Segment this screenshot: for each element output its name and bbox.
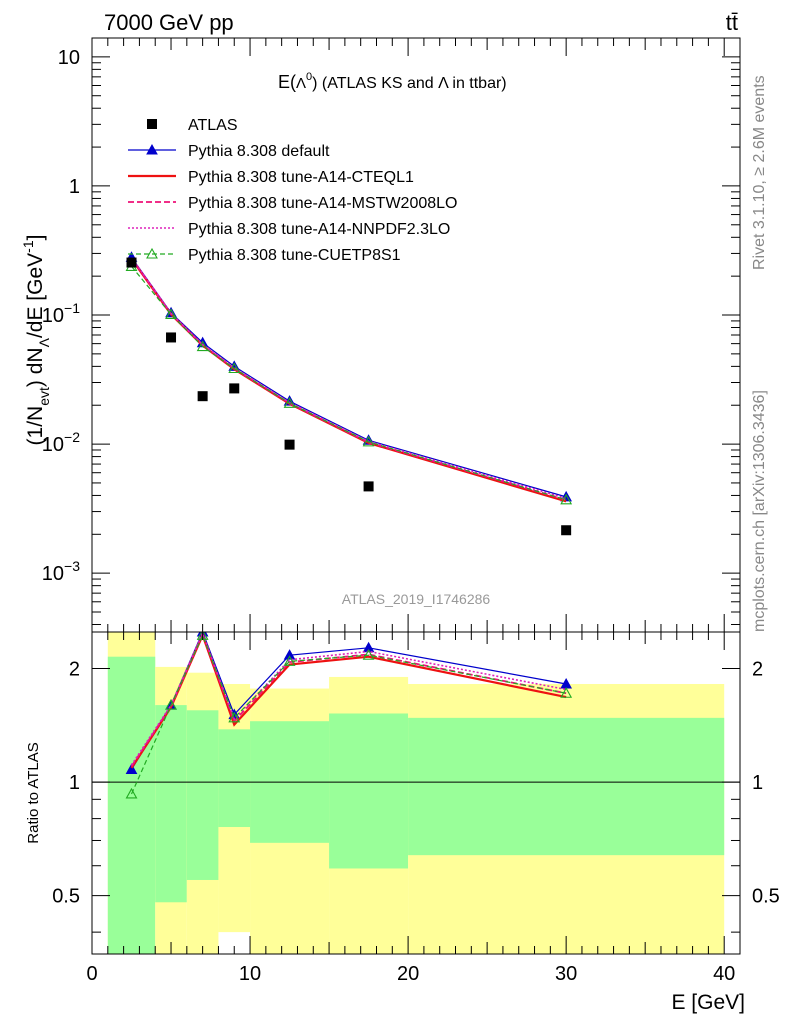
ylabel-part-a-sub: evt xyxy=(36,387,52,406)
legend-marker-cuetp xyxy=(146,247,158,259)
title-part-lambda: Λ xyxy=(296,75,306,92)
x-tick-label-0: 0 xyxy=(86,963,97,985)
main-y-tick-label-0: 10−3 xyxy=(42,558,80,585)
mcplots-label: mcplots.cern.ch [arXiv:1306.3436] xyxy=(751,390,768,632)
legend-label-0: ATLAS xyxy=(188,117,238,134)
ratio-point-cuetp-4 xyxy=(283,655,296,666)
legend: ATLAS Pythia 8.308 default Pythia 8.308 tu… xyxy=(128,117,457,264)
main-plot-title: E(Λ0) (ATLAS KS and Λ in ttbar) xyxy=(278,71,507,92)
x-tick-label-2: 20 xyxy=(397,963,419,985)
ylabel-part-c: /dE [GeV xyxy=(24,253,47,338)
ratio-point-cuetp-1 xyxy=(165,698,177,710)
main-y-axis-label: (1/Nevt) dNΛ/dE [GeV-1] xyxy=(20,235,52,446)
atlas-data-point-3 xyxy=(229,383,240,394)
x-axis-label: E [GeV] xyxy=(671,991,745,1014)
ylabel-part-c-sup: -1 xyxy=(20,240,36,253)
analysis-watermark: ATLAS_2019_I1746286 xyxy=(342,591,491,607)
ratio-line-nnpdf xyxy=(130,632,567,766)
ratio-inner-band-3 xyxy=(218,729,251,828)
ratio-inner-band-2 xyxy=(186,710,219,880)
title-part-rest: ) (ATLAS KS and Λ in ttbar) xyxy=(312,75,506,92)
ratio-inner-band-1 xyxy=(155,705,187,903)
ratio-line-cteql1 xyxy=(130,632,567,769)
main-y-tick-label-base: 10 xyxy=(42,434,64,456)
ratio-point-cuetp-3 xyxy=(228,711,241,723)
legend-label-1: Pythia 8.308 default xyxy=(188,143,330,160)
legend-label-2: Pythia 8.308 tune-A14-CTEQL1 xyxy=(188,169,414,186)
ratio-y-tick-label-left-2: 2 xyxy=(69,659,80,681)
atlas-data-point-5 xyxy=(363,481,374,492)
main-point-cuetp-2 xyxy=(196,340,209,352)
ratio-point-cuetp-0 xyxy=(125,787,138,799)
ratio-axis-ticks: 0.5 0.51 12 20 10 20 30 40 xyxy=(52,632,780,985)
main-y-tick-label-exp: −1 xyxy=(64,300,80,316)
main-y-tick-label-exp: −2 xyxy=(64,429,80,445)
header-energy-label: 7000 GeV pp xyxy=(104,10,234,35)
legend-label-5: Pythia 8.308 tune-CUETP8S1 xyxy=(188,247,401,264)
main-line-nnpdf xyxy=(130,257,567,500)
ratio-y-tick-label-left-1: 1 xyxy=(69,772,80,794)
main-y-tick-label-2: 10−1 xyxy=(42,300,80,327)
main-point-cuetp-6 xyxy=(560,493,573,505)
ratio-y-axis-label: Ratio to ATLAS xyxy=(25,742,42,843)
ylabel-part-a: (1/N xyxy=(24,406,47,446)
legend-label-4: Pythia 8.308 tune-A14-NNPDF2.3LO xyxy=(188,221,450,238)
ylabel-part-d: ] xyxy=(24,235,47,241)
main-line-cteql1 xyxy=(130,258,567,503)
ratio-plot: 0.5 0.51 12 20 10 20 30 40 Ratio to ATLAS E [Ge… xyxy=(25,631,780,1014)
main-point-cuetp-1 xyxy=(165,308,177,319)
ratio-inner-band-0 xyxy=(107,656,156,954)
atlas-data-point-2 xyxy=(197,391,208,402)
ylabel-part-b-sub: Λ xyxy=(36,337,52,347)
main-point-cuetp-3 xyxy=(228,362,241,374)
ratio-point-cuetp-6 xyxy=(560,687,573,698)
ratio-uncertainty-bands xyxy=(107,632,725,954)
ratio-y-tick-label-right-1: 1 xyxy=(752,772,763,794)
ratio-y-tick-label-right-0: 0.5 xyxy=(752,886,780,908)
main-point-cuetp-4 xyxy=(283,397,296,408)
ratio-y-tick-label-right-2: 2 xyxy=(752,659,763,681)
legend-marker-data xyxy=(147,119,157,129)
main-y-tick-label-1: 10−2 xyxy=(42,429,80,456)
ratio-y-tick-label-left-0: 0.5 xyxy=(52,886,80,908)
main-point-cuetp-5 xyxy=(362,435,375,447)
ratio-point-cuetp-5 xyxy=(362,649,375,660)
atlas-data-point-0 xyxy=(126,257,137,268)
main-y-tick-label-base: 10 xyxy=(42,305,64,327)
rivet-version-label: Rivet 3.1.10, ≥ 2.6M events xyxy=(751,75,768,270)
main-y-tick-label-base: 1 xyxy=(69,176,80,198)
ratio-point-default-4 xyxy=(283,649,296,660)
header-process-label: tt̄ xyxy=(726,10,738,35)
main-y-tick-label-base: 10 xyxy=(58,47,80,69)
main-y-tick-label-exp: −3 xyxy=(64,558,80,574)
legend-marker-default xyxy=(146,143,158,155)
ratio-point-default-0 xyxy=(125,763,138,774)
atlas-data-point-6 xyxy=(561,525,572,536)
ratio-plot-frame xyxy=(91,631,741,955)
ratio-series-clipped xyxy=(125,632,573,799)
main-line-mstw xyxy=(130,257,567,501)
ratio-inner-band-6 xyxy=(408,717,725,856)
title-part-sup: 0 xyxy=(306,71,312,83)
x-tick-label-4: 40 xyxy=(713,963,735,985)
main-line-default xyxy=(131,256,567,498)
legend-label-3: Pythia 8.308 tune-A14-MSTW2008LO xyxy=(188,195,457,212)
title-part-e: E( xyxy=(278,72,296,92)
main-y-tick-label-4: 10 xyxy=(58,47,80,69)
ratio-line-cuetp xyxy=(130,633,567,795)
atlas-data-point-1 xyxy=(166,332,177,343)
main-series-layer xyxy=(125,251,573,536)
x-tick-label-1: 10 xyxy=(239,963,261,985)
ratio-series-layer xyxy=(125,632,573,799)
ratio-inner-band-5 xyxy=(329,713,409,869)
ylabel-part-b: ) dN xyxy=(24,347,47,387)
main-y-tick-label-3: 1 xyxy=(69,176,80,198)
x-tick-label-3: 30 xyxy=(555,963,577,985)
main-y-tick-label-base: 10 xyxy=(42,563,64,585)
atlas-data-point-4 xyxy=(284,439,295,450)
main-line-cuetp xyxy=(131,266,567,501)
